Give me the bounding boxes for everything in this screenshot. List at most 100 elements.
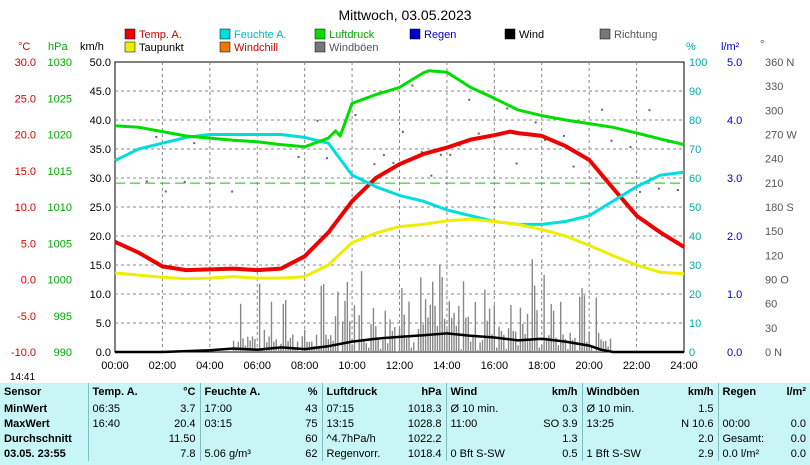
humidity-tick-label: 80 bbox=[689, 115, 701, 127]
direction-dot bbox=[420, 151, 423, 154]
legend-label: Wind bbox=[519, 29, 544, 41]
direction-dot bbox=[657, 187, 660, 190]
table-cell: 11:00 bbox=[445, 416, 522, 431]
weather-chart: Mittwoch, 03.05.2023 Temp. A. Feuchte A. L… bbox=[11, 7, 797, 372]
pressure-tick-label: 1005 bbox=[48, 238, 72, 250]
direction-tick-label: 270 W bbox=[765, 130, 797, 142]
table-cell: km/h bbox=[687, 386, 714, 398]
direction-dot bbox=[354, 114, 357, 117]
temp-tick-label: -10.0 bbox=[11, 347, 36, 359]
table-cell bbox=[87, 431, 150, 446]
legend-swatch bbox=[599, 28, 611, 40]
table-cell: SO 3.9 bbox=[543, 417, 578, 430]
wind-tick-label: 5.0 bbox=[96, 318, 111, 330]
pressure-tick-label: 1025 bbox=[48, 93, 72, 105]
humidity-tick-label: 50 bbox=[689, 202, 701, 214]
table-cell: Feuchte A. bbox=[199, 383, 278, 401]
direction-tick-label: 30 bbox=[765, 323, 777, 335]
table-cell: 3.7 bbox=[180, 402, 196, 415]
table-cell: 1.5 bbox=[698, 402, 714, 415]
direction-dot bbox=[601, 108, 604, 111]
direction-dot bbox=[316, 119, 319, 122]
wind-tick-label: 25.0 bbox=[90, 202, 111, 214]
direction-dots bbox=[145, 84, 679, 193]
table-cell: ^4.7hPa/h bbox=[321, 431, 394, 446]
rain-tick-label: 4.0 bbox=[727, 115, 742, 127]
x-tick-label: 20:00 bbox=[575, 360, 603, 372]
direction-tick-label: 0 N bbox=[765, 347, 782, 359]
x-tick-label: 24:00 bbox=[670, 360, 698, 372]
humidity-tick-label: 90 bbox=[689, 86, 701, 98]
wind-axis-unit: km/h bbox=[80, 41, 104, 53]
direction-dot bbox=[477, 132, 480, 135]
table-cell: 07:15 bbox=[321, 401, 394, 416]
table-cell: Wind bbox=[445, 383, 522, 401]
table-cell: 03.05. 23:55 bbox=[4, 447, 66, 460]
humidity-axis-unit: % bbox=[686, 41, 696, 53]
temp-tick-label: 15.0 bbox=[15, 166, 36, 178]
wind-tick-label: 50.0 bbox=[90, 57, 111, 69]
direction-dot bbox=[563, 134, 566, 137]
chart-grid bbox=[114, 61, 685, 353]
direction-dot bbox=[382, 154, 385, 157]
legend-label: Luftdruck bbox=[329, 29, 375, 41]
table-cell: 20.4 bbox=[174, 417, 196, 430]
table-cell: 2.0 bbox=[698, 432, 714, 445]
humidity-tick-label: 10 bbox=[689, 318, 701, 330]
legend-swatch bbox=[124, 28, 136, 40]
direction-dot bbox=[572, 165, 575, 168]
rain-tick-label: 5.0 bbox=[727, 57, 742, 69]
direction-dot bbox=[231, 190, 234, 193]
direction-dot bbox=[297, 155, 300, 158]
direction-tick-label: 90 O bbox=[765, 275, 789, 287]
table-cell: 00:00 bbox=[717, 416, 780, 431]
summary-table: Sensor Temp. A. °C Feuchte A.% Luftdruck hPa W… bbox=[0, 383, 810, 461]
table-cell: 1022.2 bbox=[407, 432, 442, 445]
direction-tick-label: 240 bbox=[765, 154, 783, 166]
table-cell: °C bbox=[183, 386, 196, 398]
wind-tick-label: 45.0 bbox=[90, 86, 111, 98]
humidity-tick-label: 0 bbox=[689, 347, 695, 359]
temp-tick-label: -5.0 bbox=[17, 311, 36, 323]
direction-dot bbox=[193, 142, 196, 145]
table-row: 03.05. 23:55 7.8 5.06 g/m³ 62 Regenvorr. 1018… bbox=[0, 446, 810, 461]
series-feuchte-a- bbox=[114, 133, 685, 226]
x-tick-label: 02:00 bbox=[149, 360, 177, 372]
table-row: Durchschnitt 11.50 60 ^4.7hPa/h 1022.2 1.3 2.0… bbox=[0, 431, 810, 446]
direction-dot bbox=[326, 157, 329, 160]
direction-tick-label: 210 bbox=[765, 178, 783, 190]
pressure-tick-label: 1000 bbox=[48, 275, 72, 287]
wind-tick-label: 30.0 bbox=[90, 173, 111, 185]
direction-tick-label: 120 bbox=[765, 250, 783, 262]
pressure-tick-label: 990 bbox=[54, 347, 72, 359]
legend-label: Regen bbox=[424, 29, 456, 41]
x-tick-label: 00:00 bbox=[101, 360, 129, 372]
table-row: MinWert 06:35 3.7 17:00 43 07:15 1018.3 Ø 10 mi… bbox=[0, 401, 810, 416]
direction-dot bbox=[392, 161, 395, 164]
table-cell: 5.06 g/m³ bbox=[199, 446, 278, 461]
table-cell bbox=[581, 431, 658, 446]
pressure-axis-unit: hPa bbox=[48, 41, 68, 53]
time-marker-label: 14:41 bbox=[10, 372, 36, 383]
table-cell: 0.0 bbox=[790, 432, 806, 445]
table-cell: 13:25 bbox=[581, 416, 658, 431]
legend-swatch bbox=[314, 41, 326, 53]
table-cell: 75 bbox=[305, 417, 318, 430]
direction-dot bbox=[411, 84, 414, 87]
direction-tick-label: 330 bbox=[765, 81, 783, 93]
direction-tick-label: 150 bbox=[765, 226, 783, 238]
table-cell: 43 bbox=[305, 402, 318, 415]
legend-swatch bbox=[124, 41, 136, 53]
table-cell: MinWert bbox=[4, 402, 48, 415]
direction-dot bbox=[468, 98, 471, 101]
series-wind bbox=[115, 332, 684, 354]
table-cell: 0.5 bbox=[562, 447, 578, 460]
pressure-tick-label: 1015 bbox=[48, 166, 72, 178]
rain-tick-label: 3.0 bbox=[727, 173, 742, 185]
direction-dot bbox=[534, 121, 537, 124]
table-cell: % bbox=[307, 386, 318, 398]
table-cell: 62 bbox=[305, 447, 318, 460]
table-cell: 17:00 bbox=[199, 401, 278, 416]
table-cell: Sensor bbox=[4, 386, 42, 398]
table-cell: hPa bbox=[421, 386, 442, 398]
